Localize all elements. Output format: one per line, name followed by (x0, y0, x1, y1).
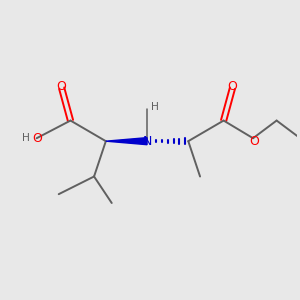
Text: O: O (57, 80, 67, 93)
Text: O: O (32, 132, 42, 145)
Text: O: O (250, 135, 260, 148)
Text: O: O (227, 80, 237, 93)
Text: N: N (142, 135, 152, 148)
Polygon shape (106, 138, 147, 145)
Text: H: H (152, 102, 159, 112)
Text: H: H (22, 133, 30, 143)
